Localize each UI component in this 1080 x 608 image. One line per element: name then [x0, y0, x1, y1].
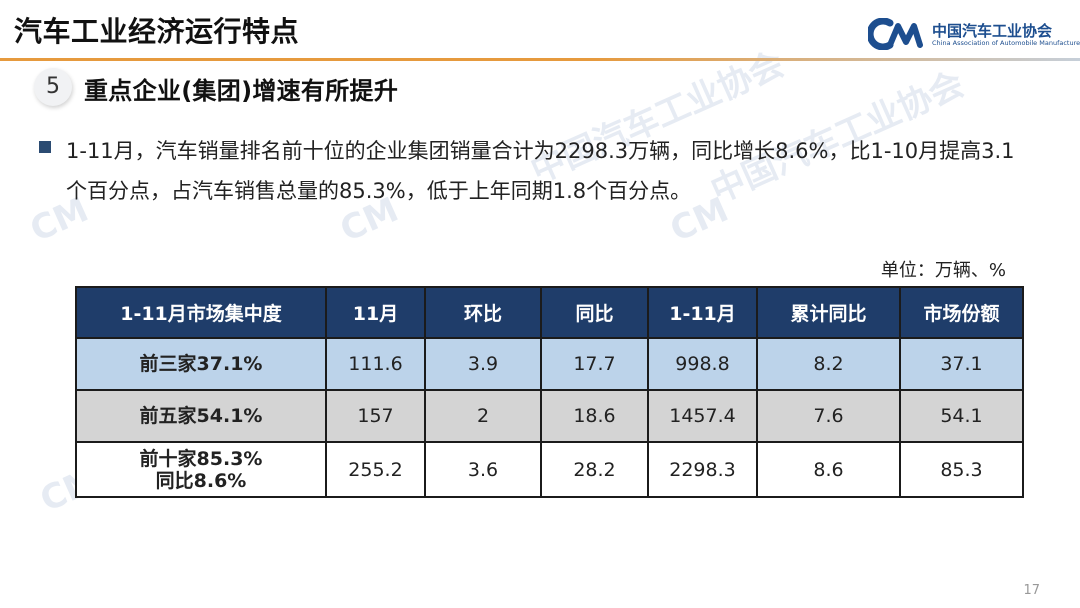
column-header: 11月	[325, 286, 426, 339]
section-number: 5	[34, 68, 72, 106]
concentration-table: 1-11月市场集中度 11月 环比 同比 1-11月 累计同比 市场份额 前三家…	[75, 286, 1024, 498]
row-label: 前十家85.3% 同比8.6%	[75, 441, 327, 498]
caam-logo: 中国汽车工业协会 China Association of Automobile…	[868, 16, 1080, 56]
table-cell: 998.8	[647, 337, 758, 391]
table-cell: 8.2	[756, 337, 901, 391]
row-label: 前五家54.1%	[75, 389, 327, 443]
table-cell: 37.1	[899, 337, 1024, 391]
table-row: 前三家37.1% 111.6 3.9 17.7 998.8 8.2 37.1	[75, 337, 1024, 391]
page-number: 17	[1023, 583, 1040, 598]
row-label-line2: 同比8.6%	[155, 469, 247, 492]
bullet-text: 1-11月，汽车销量排名前十位的企业集团销量合计为2298.3万辆，同比增长8.…	[66, 139, 1015, 203]
table-cell: 255.2	[325, 441, 426, 498]
header-divider	[0, 58, 1080, 61]
column-header: 同比	[540, 286, 649, 339]
column-header: 1-11月	[647, 286, 758, 339]
table-cell: 1457.4	[647, 389, 758, 443]
column-header: 市场份额	[899, 286, 1024, 339]
column-header: 环比	[424, 286, 542, 339]
table-cell: 7.6	[756, 389, 901, 443]
logo-english-name: China Association of Automobile Manufact…	[932, 39, 1080, 47]
logo-chinese-name: 中国汽车工业协会	[932, 22, 1053, 40]
bullet-square-icon	[39, 141, 51, 153]
table-header-row: 1-11月市场集中度 11月 环比 同比 1-11月 累计同比 市场份额	[75, 286, 1024, 339]
slide-title: 汽车工业经济运行特点	[14, 15, 300, 48]
row-label-line1: 前十家85.3%	[139, 447, 263, 470]
section-title: 重点企业(集团)增速有所提升	[84, 77, 399, 105]
column-header: 累计同比	[756, 286, 901, 339]
table-cell: 3.9	[424, 337, 542, 391]
table-cell: 157	[325, 389, 426, 443]
table-row: 前五家54.1% 157 2 18.6 1457.4 7.6 54.1	[75, 389, 1024, 443]
table-cell: 28.2	[540, 441, 649, 498]
table-cell: 8.6	[756, 441, 901, 498]
cm-logo-icon	[868, 18, 923, 50]
table-cell: 111.6	[325, 337, 426, 391]
unit-label: 单位：万辆、%	[880, 260, 1006, 281]
table-cell: 54.1	[899, 389, 1024, 443]
table-cell: 3.6	[424, 441, 542, 498]
row-label: 前三家37.1%	[75, 337, 327, 391]
table-cell: 17.7	[540, 337, 649, 391]
column-header: 1-11月市场集中度	[75, 286, 327, 339]
table-cell: 2	[424, 389, 542, 443]
table-row: 前十家85.3% 同比8.6% 255.2 3.6 28.2 2298.3 8.…	[75, 441, 1024, 498]
table-cell: 85.3	[899, 441, 1024, 498]
table-cell: 18.6	[540, 389, 649, 443]
table-cell: 2298.3	[647, 441, 758, 498]
